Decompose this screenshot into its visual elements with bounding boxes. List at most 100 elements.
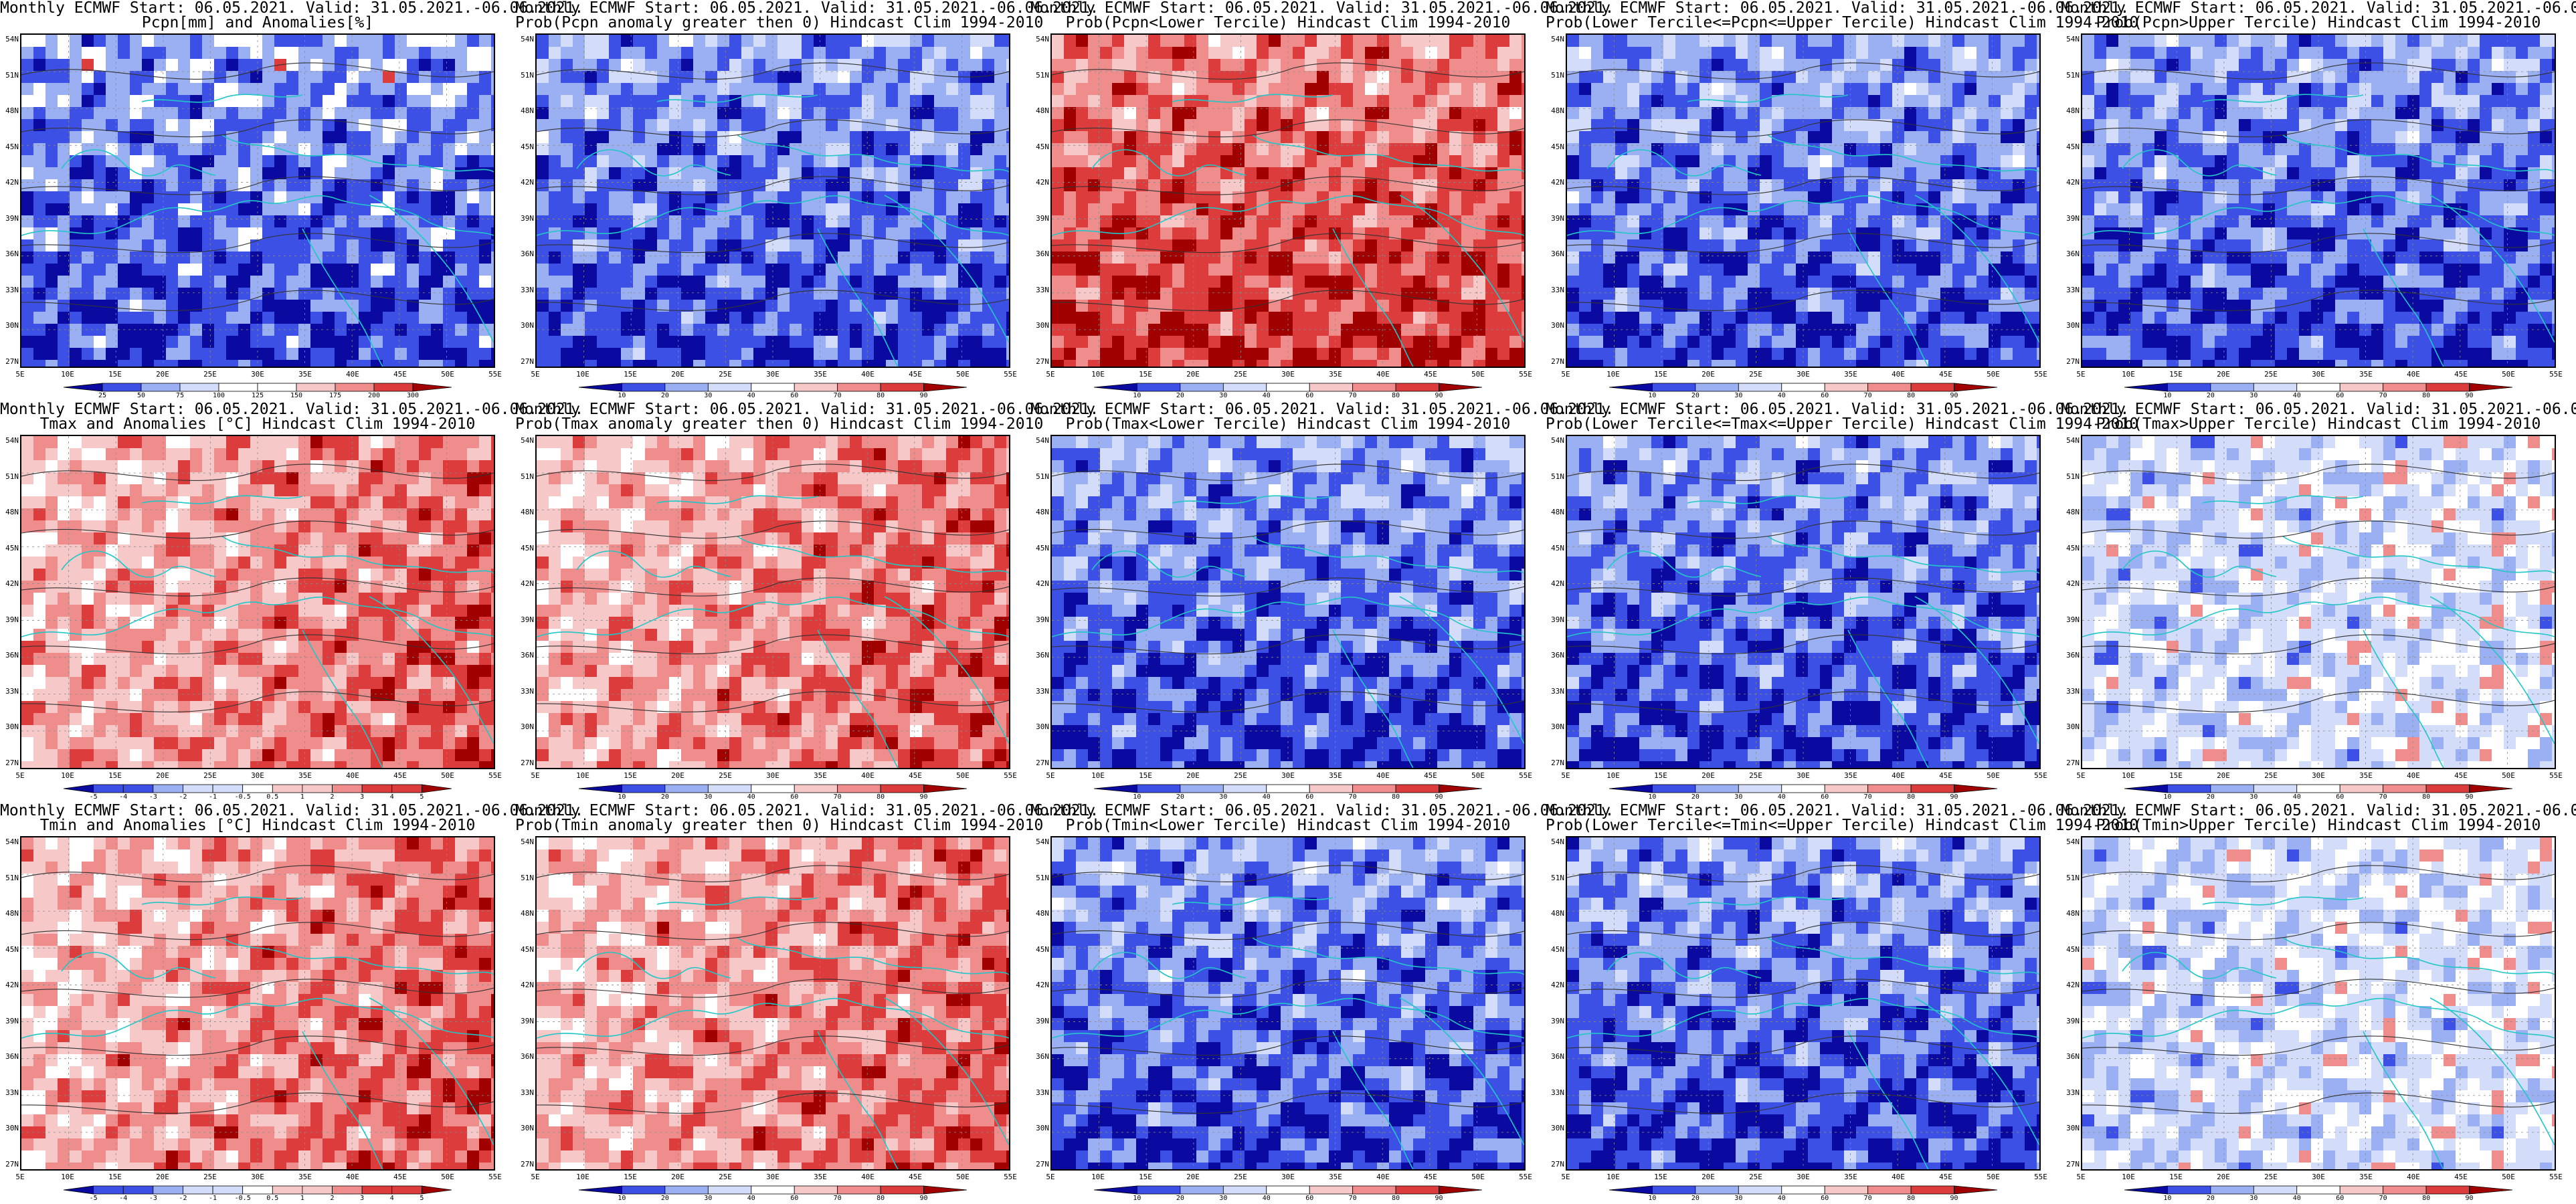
field-cell xyxy=(1208,288,1221,300)
field-cell xyxy=(359,215,371,228)
field-cell xyxy=(645,288,658,300)
field-cell xyxy=(1497,324,1510,336)
field-cell xyxy=(2480,71,2492,84)
field-cell xyxy=(585,119,597,132)
field-cell xyxy=(1389,288,1402,300)
field-cell xyxy=(1675,59,1688,72)
field-cell xyxy=(2001,300,2013,312)
field-cell xyxy=(238,312,251,324)
field-cell xyxy=(621,252,634,264)
field-cell xyxy=(335,191,347,204)
field-cell xyxy=(669,95,682,108)
field-cell xyxy=(1567,35,1580,47)
field-cell xyxy=(814,264,826,276)
field-cell xyxy=(1880,47,1893,60)
field-cell xyxy=(1712,179,1724,192)
field-cell xyxy=(1257,95,1269,108)
field-cell xyxy=(1651,312,1664,324)
colorbar-segment xyxy=(622,383,666,392)
field-cell xyxy=(2013,203,2025,216)
panel-subtitle: Prob(Pcpn<Lower Tercile) Hindcast Clim 1… xyxy=(1065,14,1511,31)
field-cell xyxy=(45,324,58,336)
field-cell xyxy=(946,264,959,276)
field-cell xyxy=(166,288,179,300)
field-cell xyxy=(335,336,347,348)
field-cell xyxy=(681,131,694,144)
field-cell xyxy=(1699,227,1712,240)
field-cell xyxy=(1892,348,1905,361)
field-cell xyxy=(2203,95,2215,108)
field-cell xyxy=(262,155,275,168)
coastline xyxy=(1606,149,1762,177)
field-cell xyxy=(21,131,34,144)
field-cell xyxy=(274,360,287,367)
field-cell xyxy=(250,324,263,336)
field-cell xyxy=(1305,312,1317,324)
field-cell xyxy=(82,360,94,367)
field-cell xyxy=(1675,348,1688,361)
field-cell xyxy=(467,71,480,84)
field-cell xyxy=(790,83,802,96)
field-cell xyxy=(1880,312,1893,324)
field-cell xyxy=(1844,203,1857,216)
field-cell xyxy=(479,348,492,361)
field-cell xyxy=(1964,336,1977,348)
field-cell xyxy=(922,167,935,180)
field-cell xyxy=(2371,71,2384,84)
field-cell xyxy=(1064,83,1077,96)
field-cell xyxy=(1401,59,1414,72)
field-cell xyxy=(1389,59,1402,72)
field-cell xyxy=(1639,203,1652,216)
field-cell xyxy=(323,336,335,348)
field-cell xyxy=(874,167,887,180)
field-cell xyxy=(802,35,814,47)
field-cell xyxy=(1317,179,1329,192)
field-cell xyxy=(106,119,118,132)
field-cell xyxy=(609,264,622,276)
field-cell xyxy=(597,276,610,288)
field-cell xyxy=(1401,191,1414,204)
field-cell xyxy=(58,83,70,96)
field-cell xyxy=(850,300,862,312)
field-cell xyxy=(1784,215,1797,228)
field-cell xyxy=(1052,95,1065,108)
field-cell xyxy=(1736,252,1748,264)
field-cell xyxy=(1724,288,1736,300)
field-cell xyxy=(826,239,838,252)
field-cell xyxy=(1772,288,1784,300)
field-cell xyxy=(1281,119,1293,132)
field-cell xyxy=(1329,119,1342,132)
field-cell xyxy=(1820,179,1833,192)
field-cell xyxy=(1257,215,1269,228)
field-cell xyxy=(585,167,597,180)
field-cell xyxy=(850,239,862,252)
field-cell xyxy=(922,348,935,361)
field-cell xyxy=(1497,131,1510,144)
field-cell xyxy=(154,227,167,240)
field-cell xyxy=(693,336,706,348)
field-cell xyxy=(274,107,287,120)
field-cell xyxy=(2419,35,2432,47)
colorbar xyxy=(64,383,452,392)
field-cell xyxy=(1377,155,1390,168)
field-cell xyxy=(1856,264,1869,276)
field-cell xyxy=(1675,107,1688,120)
field-cell xyxy=(802,143,814,156)
field-cell xyxy=(1317,119,1329,132)
field-cell xyxy=(970,288,983,300)
field-cell xyxy=(1964,47,1977,60)
field-cell xyxy=(1989,288,2001,300)
field-cell xyxy=(1064,143,1077,156)
field-cell xyxy=(2335,83,2348,96)
field-cell xyxy=(1293,59,1305,72)
field-cell xyxy=(1208,239,1221,252)
field-cell xyxy=(323,131,335,144)
field-cell xyxy=(1712,83,1724,96)
field-cell xyxy=(407,119,420,132)
field-cell xyxy=(443,300,456,312)
field-cell xyxy=(1437,215,1450,228)
field-cell xyxy=(2407,59,2420,72)
field-cell xyxy=(1699,95,1712,108)
field-cell xyxy=(1172,227,1185,240)
field-cell xyxy=(1603,239,1616,252)
